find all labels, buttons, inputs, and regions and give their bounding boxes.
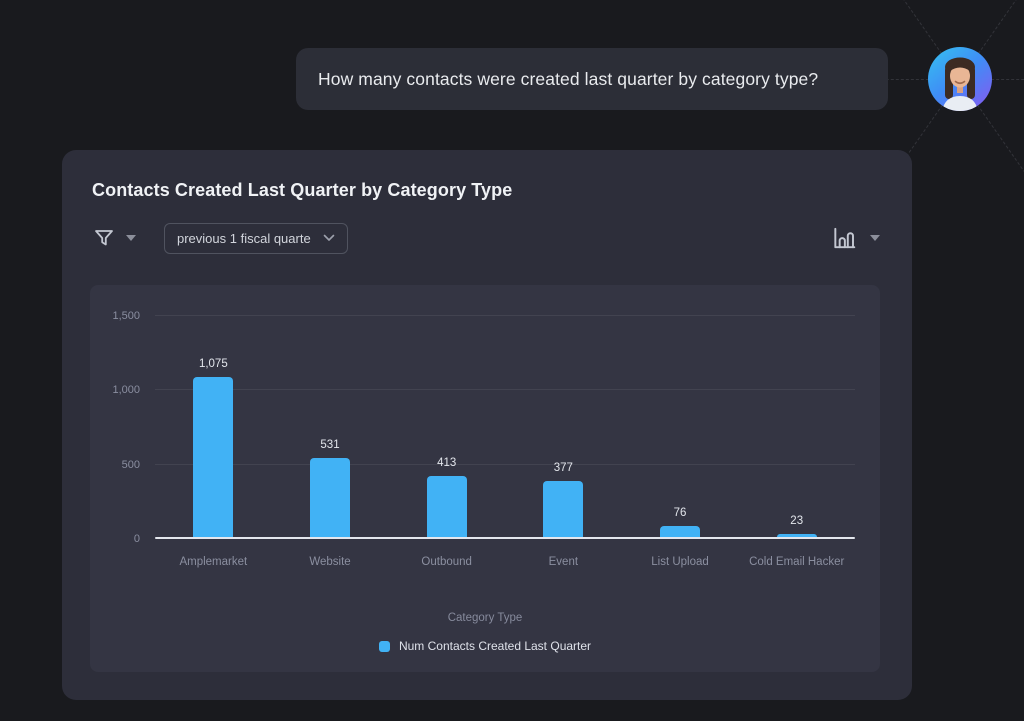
- bar-slot: 23: [738, 316, 855, 537]
- x-category-label: Event: [548, 556, 579, 568]
- bar-list-upload[interactable]: [660, 525, 701, 537]
- bar-value-label: 76: [673, 506, 687, 519]
- x-axis-title: Category Type: [447, 612, 523, 624]
- bar-value-label: 1,075: [198, 358, 228, 371]
- chart-panel: 0 500 1,000 1,500 1,075 531 413 377 76 23 Amplem…: [90, 285, 880, 672]
- bar-chart-icon: [834, 227, 856, 249]
- x-axis-line: [155, 537, 855, 539]
- chart-type-button[interactable]: [830, 225, 858, 251]
- bar-amplemarket[interactable]: [193, 377, 234, 537]
- gridline: [155, 463, 855, 465]
- y-tick-label: 0: [133, 533, 140, 545]
- bar-cold-email-hacker[interactable]: [776, 533, 817, 537]
- gridline: [155, 315, 855, 316]
- bar-slot: 377: [505, 316, 622, 537]
- card-title: Contacts Created Last Quarter by Categor…: [92, 180, 513, 200]
- bar-value-label: 23: [790, 514, 804, 527]
- chat-question-bubble: How many contacts were created last quar…: [296, 48, 888, 110]
- bar-outbound[interactable]: [426, 475, 467, 537]
- bar-website[interactable]: [310, 458, 350, 537]
- bar-event[interactable]: [543, 480, 584, 537]
- y-tick-label: 1,000: [112, 384, 140, 397]
- chart-type-caret-icon[interactable]: [870, 235, 880, 241]
- chart-area: 0 500 1,000 1,500 1,075 531 413 377 76 23: [90, 310, 855, 545]
- time-range-select[interactable]: previous 1 fiscal quarte: [164, 222, 348, 254]
- legend: Num Contacts Created Last Quarter: [90, 639, 880, 654]
- x-category-label: Amplemarket: [179, 556, 248, 568]
- bar-value-label: 413: [437, 456, 457, 469]
- chevron-down-icon: [323, 234, 335, 241]
- user-avatar: [928, 47, 992, 111]
- time-range-value: previous 1 fiscal quarte: [177, 230, 311, 246]
- x-axis-labels: Amplemarket Website Outbound Event List Uplo…: [155, 555, 855, 569]
- chat-question-text: How many contacts were created last quar…: [318, 68, 819, 89]
- gridline: [155, 389, 855, 391]
- chart-card: Contacts Created Last Quarter by Categor…: [62, 150, 912, 700]
- x-category-label: Website: [309, 556, 351, 568]
- bar-slot: 76: [622, 316, 739, 537]
- x-category-label: List Upload: [651, 556, 709, 568]
- filter-caret-icon[interactable]: [126, 235, 136, 241]
- legend-swatch: [378, 641, 390, 652]
- y-axis: 0 500 1,000 1,500: [90, 310, 155, 545]
- x-category-label: Cold Email Hacker: [749, 556, 845, 568]
- y-tick-label: 500: [121, 458, 140, 471]
- legend-item[interactable]: Num Contacts Created Last Quarter: [378, 639, 592, 654]
- legend-label: Num Contacts Created Last Quarter: [398, 639, 592, 653]
- chart-controls: previous 1 fiscal quarte: [92, 222, 880, 254]
- funnel-icon: [95, 230, 113, 246]
- plot-area: 1,075 531 413 377 76 23: [155, 315, 855, 539]
- bar-value-label: 377: [553, 461, 573, 474]
- person-illustration: [942, 57, 978, 111]
- bar-slot: 413: [388, 316, 505, 537]
- bar-slot: 1,075: [155, 316, 272, 537]
- x-category-label: Outbound: [421, 556, 472, 568]
- bar-slot: 531: [272, 316, 389, 537]
- filter-button[interactable]: [92, 226, 116, 250]
- y-tick-label: 1,500: [112, 310, 140, 322]
- bar-value-label: 531: [320, 439, 340, 452]
